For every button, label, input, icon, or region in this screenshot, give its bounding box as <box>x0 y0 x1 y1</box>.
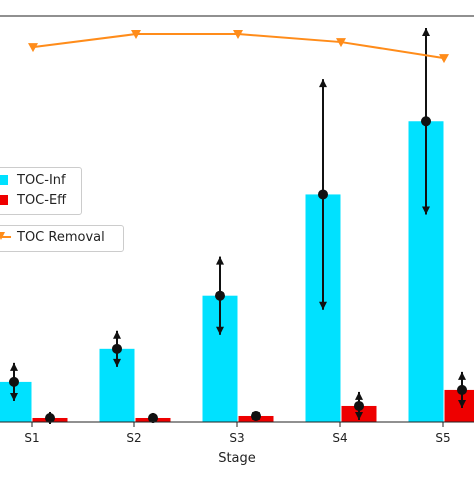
legend-item-toc-inf: TOC-Inf <box>0 170 81 190</box>
errorbar-cap-top-toc-inf-s4 <box>319 79 327 87</box>
x-tick-label-s2: S2 <box>126 431 141 445</box>
mean-point-toc-eff-s5 <box>457 385 467 395</box>
legend-line: TOC Removal <box>0 225 124 252</box>
mean-point-toc-inf-s4 <box>318 189 328 199</box>
x-tick-label-s3: S3 <box>229 431 244 445</box>
legend-item-toc-eff: TOC-Eff <box>0 190 81 210</box>
mean-point-toc-inf-s2 <box>112 344 122 354</box>
line-marker-toc-removal-s5 <box>439 54 449 63</box>
x-axis-label: Stage <box>218 451 256 466</box>
x-tick-label-s5: S5 <box>435 431 450 445</box>
errorbar-cap-top-toc-eff-s5 <box>458 372 466 380</box>
bar-toc-inf-s1 <box>0 382 32 422</box>
bar-toc-eff-s5 <box>445 390 474 422</box>
legend-swatch-toc-inf <box>0 175 8 185</box>
mean-point-toc-inf-s5 <box>421 116 431 126</box>
x-tick-label-s4: S4 <box>332 431 347 445</box>
legend-swatch-toc-removal <box>0 236 11 238</box>
legend-label-toc-eff: TOC-Eff <box>17 193 66 208</box>
legend-label-toc-inf: TOC-Inf <box>17 173 66 188</box>
errorbar-cap-top-toc-eff-s4 <box>355 392 363 400</box>
mean-point-toc-eff-s4 <box>354 401 364 411</box>
removal-line-layer <box>28 30 449 63</box>
mean-point-toc-eff-s2 <box>148 413 158 423</box>
errorbar-cap-top-toc-inf-s3 <box>216 257 224 265</box>
legend-label-toc-removal: TOC Removal <box>17 230 105 245</box>
x-tick-label-s1: S1 <box>24 431 39 445</box>
mean-point-toc-inf-s1 <box>9 377 19 387</box>
errorbar-cap-top-toc-inf-s1 <box>10 363 18 371</box>
mean-point-toc-eff-s3 <box>251 411 261 421</box>
mean-point-toc-eff-s1 <box>45 413 55 423</box>
mean-point-toc-inf-s3 <box>215 291 225 301</box>
errorbar-cap-top-toc-inf-s2 <box>113 331 121 339</box>
legend-item-toc-removal: TOC Removal <box>0 227 123 247</box>
x-ticks: S1 S2 S3 S4 S5 <box>24 422 450 445</box>
legend-swatch-toc-eff <box>0 195 8 205</box>
legend-bars: TOC-Inf TOC-Eff <box>0 167 82 215</box>
errorbar-cap-top-toc-inf-s5 <box>422 28 430 36</box>
